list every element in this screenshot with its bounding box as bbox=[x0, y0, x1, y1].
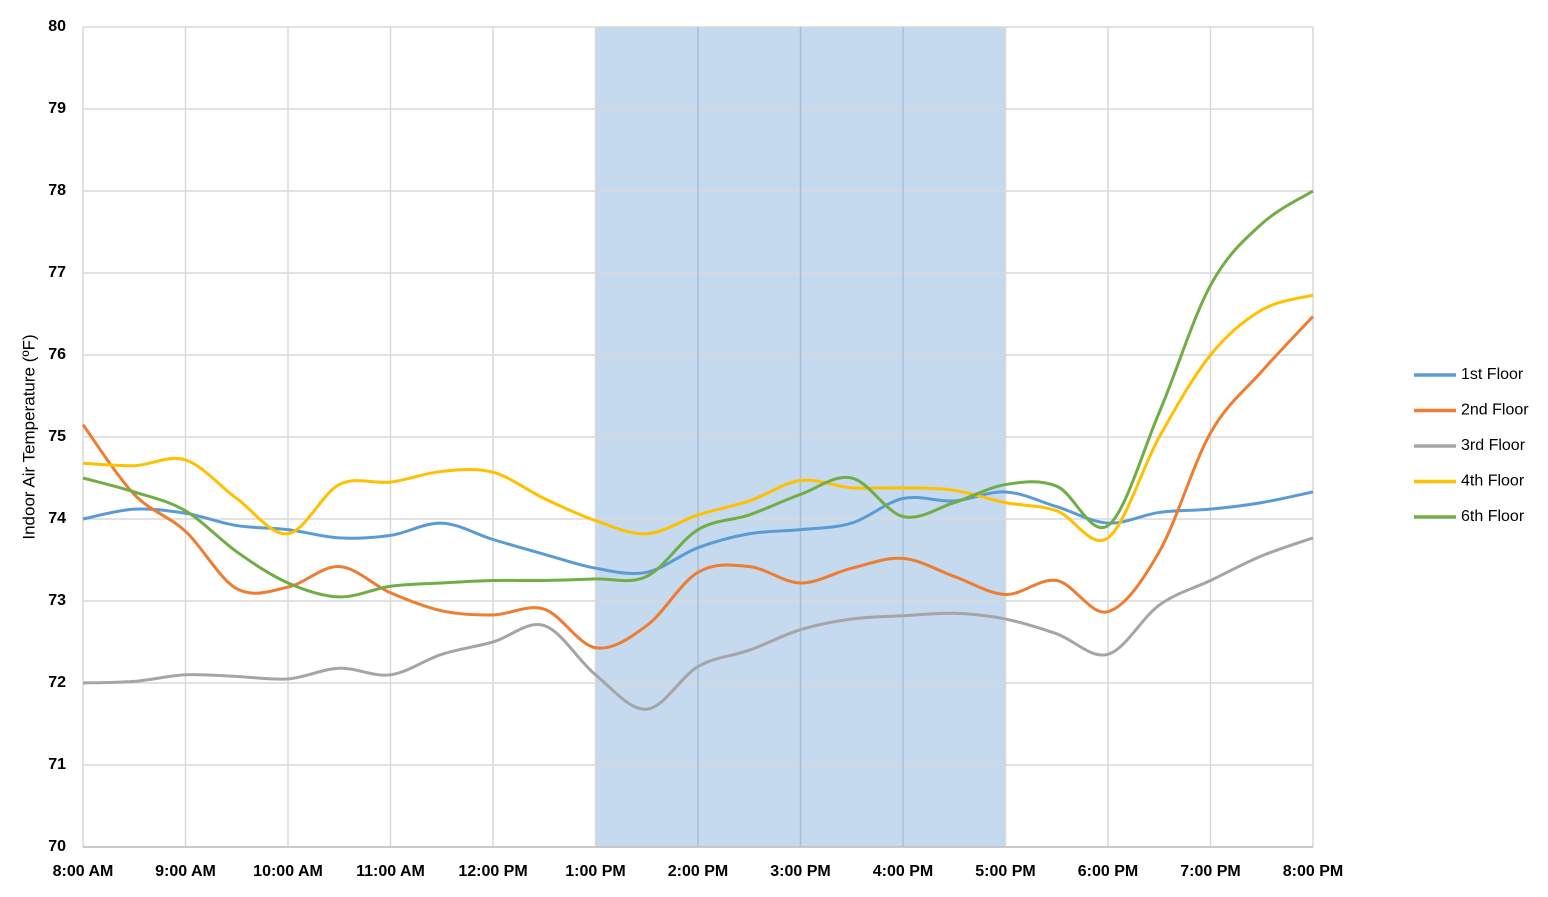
legend-label: 3rd Floor bbox=[1461, 437, 1526, 454]
y-tick-label: 74 bbox=[48, 510, 66, 527]
x-tick-label: 9:00 AM bbox=[155, 863, 216, 880]
x-tick-label: 10:00 AM bbox=[253, 863, 323, 880]
y-tick-label: 80 bbox=[48, 18, 66, 35]
x-tick-label: 4:00 PM bbox=[873, 863, 933, 880]
y-tick-label: 72 bbox=[48, 674, 66, 691]
line bbox=[82, 536, 1314, 711]
y-tick-label: 73 bbox=[48, 592, 66, 609]
legend-label: 1st Floor bbox=[1461, 366, 1524, 383]
x-tick-label: 8:00 AM bbox=[53, 863, 114, 880]
y-tick-label: 76 bbox=[48, 346, 66, 363]
legend-label: 2nd Floor bbox=[1461, 402, 1529, 419]
x-tick-label: 3:00 PM bbox=[770, 863, 830, 880]
line bbox=[82, 490, 1314, 576]
line bbox=[82, 189, 1314, 599]
y-axis-title: Indoor Air Temperature (ºF) bbox=[19, 334, 38, 539]
x-tick-label: 1:00 PM bbox=[565, 863, 625, 880]
y-tick-label: 70 bbox=[48, 838, 66, 855]
x-tick-label: 6:00 PM bbox=[1078, 863, 1138, 880]
x-tick-label: 12:00 PM bbox=[458, 863, 527, 880]
line bbox=[81, 315, 1315, 650]
x-tick-label: 7:00 PM bbox=[1180, 863, 1240, 880]
x-tick-label: 11:00 AM bbox=[356, 863, 425, 880]
y-tick-label: 77 bbox=[48, 264, 66, 281]
line bbox=[82, 293, 1314, 542]
y-tick-label: 75 bbox=[48, 428, 66, 445]
y-tick-label: 71 bbox=[48, 756, 66, 773]
x-tick-label: 5:00 PM bbox=[975, 863, 1035, 880]
legend-label: 6th Floor bbox=[1461, 508, 1525, 525]
x-tick-label: 2:00 PM bbox=[668, 863, 728, 880]
x-tick-label: 8:00 PM bbox=[1283, 863, 1343, 880]
y-tick-label: 78 bbox=[48, 182, 66, 199]
y-tick-label: 79 bbox=[48, 100, 66, 117]
legend-label: 4th Floor bbox=[1461, 473, 1525, 490]
